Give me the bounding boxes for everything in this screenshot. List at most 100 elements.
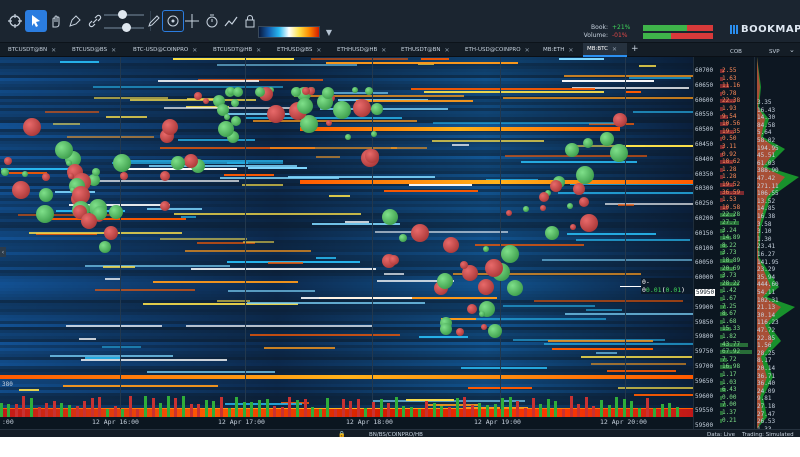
cob-value: 1.17 <box>722 371 737 378</box>
volume-bar <box>342 399 345 417</box>
tab-ethusdt-bn[interactable]: ETHUSDT@BN ✕ <box>397 43 461 57</box>
close-icon[interactable]: ✕ <box>51 46 57 54</box>
hand-icon[interactable] <box>45 10 67 32</box>
volume-bar <box>334 409 337 417</box>
heatmap-band <box>0 123 693 126</box>
trade-bubble <box>411 223 429 242</box>
close-icon[interactable]: ✕ <box>381 46 387 54</box>
liquidity-level <box>153 281 298 283</box>
trade-bubble <box>93 206 107 221</box>
lock-icon[interactable]: 🔒 <box>338 431 346 438</box>
cob-bar <box>720 236 731 241</box>
chevron-down-icon: ▼ <box>325 28 332 37</box>
trade-bubble <box>99 240 111 253</box>
pen-tool-icon[interactable] <box>64 10 86 32</box>
svp-value: 27.47 <box>757 410 776 418</box>
collapse-panel-icon[interactable]: ‹ <box>0 247 6 257</box>
close-icon[interactable]: ✕ <box>568 46 574 54</box>
tab-label: MB:BTC <box>587 46 609 52</box>
svp-value: 47.72 <box>757 327 776 334</box>
tab-btcusdt-bn[interactable]: BTCUSDT@BN ✕ <box>4 43 68 57</box>
liquidity-level <box>326 62 518 64</box>
tab-mb-btc[interactable]: MB:BTC ✕ <box>583 43 627 57</box>
heatmap-band <box>0 141 693 144</box>
trade-bubble <box>540 204 546 211</box>
pencil-icon[interactable] <box>143 10 165 32</box>
heatmap-band <box>0 228 693 231</box>
tab-ethhusd-hb[interactable]: ETHHUSD@HB ✕ <box>333 43 397 57</box>
close-icon[interactable]: ✕ <box>111 46 117 54</box>
add-tab-button[interactable]: + <box>631 44 639 54</box>
liquidity-level <box>103 266 135 268</box>
liquidity-level <box>174 213 361 215</box>
trade-bubble <box>68 173 74 180</box>
heatmap-palette-dropdown[interactable]: ▼ <box>258 26 332 38</box>
trade-bubble <box>267 105 285 124</box>
tab-ethusd-bs[interactable]: ETHUSD@BS ✕ <box>273 43 333 57</box>
tabs-dropdown-icon[interactable]: ⌄ <box>789 46 795 54</box>
close-icon[interactable]: ✕ <box>256 46 262 54</box>
volume-bar <box>630 401 633 417</box>
time-gridline <box>245 57 246 429</box>
close-icon[interactable]: ✕ <box>612 45 618 53</box>
volume-slider[interactable] <box>104 23 144 32</box>
trade-bubble <box>567 203 573 210</box>
liquidity-level <box>268 262 303 264</box>
liquidity-heatmap[interactable]: ‹ 380 0-00.01(0.01) :00 12 Apr 16:00 12 … <box>0 57 693 429</box>
contrast-slider[interactable] <box>104 10 144 19</box>
liquidity-level <box>147 208 202 210</box>
trade-bubble <box>255 87 265 97</box>
svp-value: 388.90 <box>757 167 779 175</box>
liquidity-level <box>534 300 683 302</box>
pointer-icon[interactable] <box>25 10 47 32</box>
close-icon[interactable]: ✕ <box>524 46 530 54</box>
trade-bubble <box>345 134 351 141</box>
tab-eth-usd-coinpro[interactable]: ETH-USD@COINPRO ✕ <box>461 43 539 57</box>
price-tick-label: 59950 <box>695 289 716 296</box>
liquidity-level <box>191 268 376 270</box>
heatmap-band <box>0 177 693 180</box>
cob-bar <box>720 76 723 81</box>
heatmap-band <box>0 342 693 345</box>
tab-btcusd-bs[interactable]: BTCUSD@BS ✕ <box>68 43 128 57</box>
trade-bubble <box>23 117 41 136</box>
lock-icon[interactable] <box>239 10 261 32</box>
trade-bubble <box>72 185 90 204</box>
price-tick-label: 59850 <box>695 318 714 326</box>
cob-value: 1.82 <box>722 333 737 340</box>
liquidity-level <box>591 363 686 365</box>
tab-btcusdt-hb[interactable]: BTCUSDT@HB ✕ <box>209 43 273 57</box>
heatmap-band <box>0 345 693 348</box>
timer-icon[interactable] <box>201 10 223 32</box>
liquidity-level <box>288 176 435 178</box>
tab-mb-eth[interactable]: MB:ETH ✕ <box>539 43 581 57</box>
svp-value: 8.17 <box>757 357 772 365</box>
link-icon[interactable] <box>84 10 106 32</box>
heatmap-band <box>0 270 693 273</box>
svp-value: 54.11 <box>757 289 776 296</box>
crosshair-icon[interactable] <box>4 10 26 32</box>
liquidity-level <box>565 313 693 315</box>
trade-bubble <box>545 189 551 196</box>
trade-bubble <box>184 153 198 168</box>
cob-bar <box>720 145 724 149</box>
volume-bar <box>653 408 656 417</box>
close-icon[interactable]: ✕ <box>316 46 322 54</box>
target-icon[interactable] <box>162 10 184 32</box>
svp-value: 20.14 <box>757 365 776 372</box>
bookmap-logo: BOOKMAP <box>730 24 800 35</box>
volume-bar <box>516 401 519 417</box>
trade-bubble <box>583 138 593 149</box>
cob-bar <box>720 266 735 271</box>
liquidity-level <box>79 338 96 340</box>
close-icon[interactable]: ✕ <box>192 46 198 54</box>
close-icon[interactable]: ✕ <box>444 46 450 54</box>
heatmap-band <box>0 378 693 381</box>
line-chart-icon[interactable] <box>220 10 242 32</box>
volume-bar <box>661 404 664 417</box>
liquidity-level <box>247 302 425 304</box>
tab-btc-usd-coinpro[interactable]: BTC-USD@COINPRO ✕ <box>129 43 209 57</box>
move-icon[interactable] <box>181 10 203 32</box>
liquidity-wall <box>0 375 693 379</box>
liquidity-level <box>411 88 595 90</box>
